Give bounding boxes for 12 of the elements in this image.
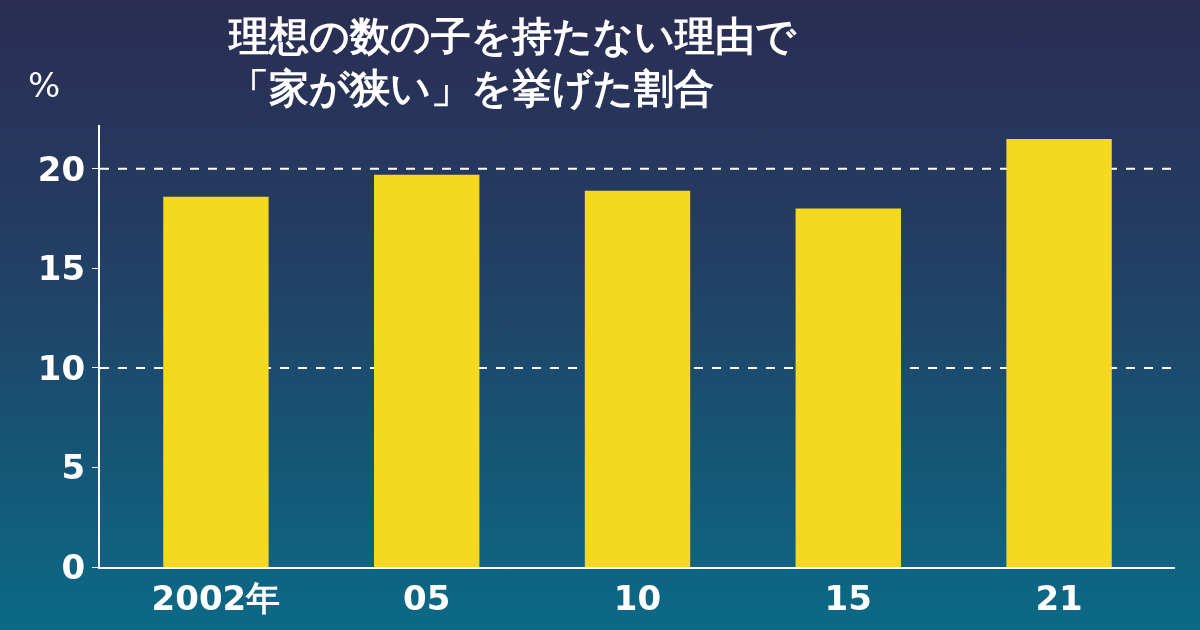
y-tick-label: 10 <box>37 347 86 388</box>
y-axis-title: % <box>28 65 61 105</box>
x-tick-label: 21 <box>1035 577 1083 618</box>
x-tick-label: 05 <box>403 577 451 618</box>
y-tick-label: 5 <box>61 447 86 488</box>
x-tick-label: 10 <box>613 577 662 618</box>
y-tick-label: 0 <box>61 546 86 587</box>
y-tick-label: 15 <box>37 248 86 289</box>
y-tick-label: 20 <box>37 148 86 189</box>
x-tick-label: 15 <box>824 577 872 618</box>
chart-title: 理想の数の子を持たない理由で「家が狭い」を挙げた割合 <box>228 13 797 112</box>
x-tick-label: 2002年 <box>151 577 281 618</box>
